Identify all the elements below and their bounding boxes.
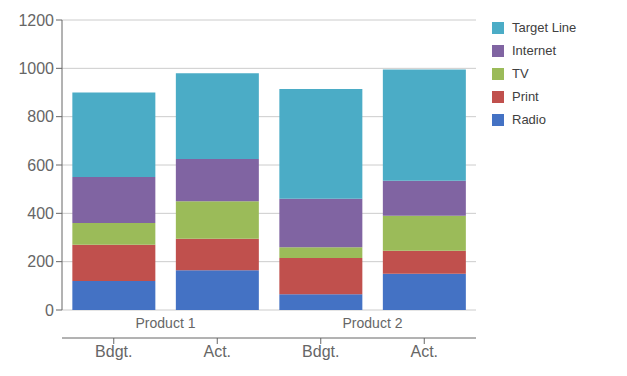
svg-text:0: 0 — [45, 302, 54, 319]
svg-text:Product 1: Product 1 — [136, 315, 196, 331]
svg-text:1000: 1000 — [18, 60, 54, 77]
svg-text:Bdgt.: Bdgt. — [302, 343, 339, 360]
svg-text:Product 2: Product 2 — [343, 315, 403, 331]
html-text:TV: TV — [512, 66, 529, 81]
html-text:Target Line: Target Line — [512, 20, 577, 35]
svg-text:Bdgt.: Bdgt. — [95, 343, 132, 360]
html-text:Internet: Internet — [512, 43, 557, 58]
svg-text:Act.: Act. — [410, 343, 438, 360]
svg-text:600: 600 — [27, 157, 54, 174]
svg-text:1200: 1200 — [18, 12, 54, 29]
html-text:Radio: Radio — [512, 112, 546, 127]
svg-text:200: 200 — [27, 253, 54, 270]
svg-text:400: 400 — [27, 205, 54, 222]
svg-text:Act.: Act. — [203, 343, 231, 360]
svg-text:800: 800 — [27, 108, 54, 125]
html-text:Print: Print — [512, 89, 539, 104]
